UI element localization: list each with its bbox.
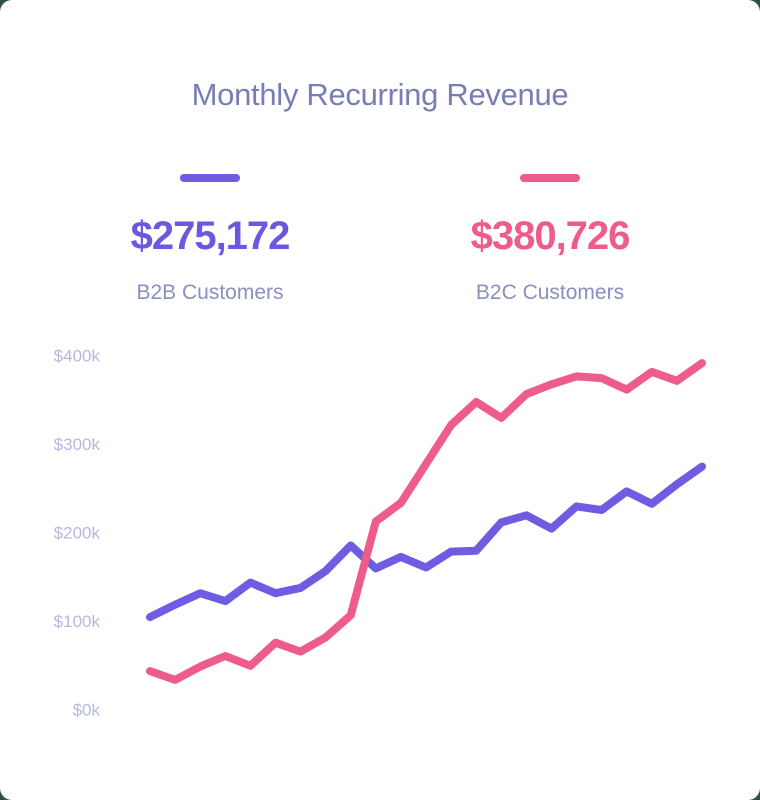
legend-item-b2c: $380,726 B2C Customers bbox=[380, 169, 720, 305]
b2c-series-label: B2C Customers bbox=[475, 281, 625, 304]
y-axis-tick-label: $0k bbox=[73, 701, 101, 720]
b2b-line bbox=[146, 462, 706, 622]
legend-item-b2b: $275,172 B2B Customers bbox=[40, 169, 380, 305]
y-axis-tick-label: $300k bbox=[54, 435, 101, 454]
b2c-line bbox=[146, 359, 706, 684]
y-axis-tick-label: $400k bbox=[54, 347, 101, 366]
b2c-current-value: $380,726 bbox=[470, 214, 631, 258]
y-axis-tick-label: $100k bbox=[54, 612, 101, 631]
chart-legend: $275,172 B2B Customers $380,726 B2C Cust… bbox=[0, 169, 760, 305]
chart-title: Monthly Recurring Revenue bbox=[191, 77, 569, 112]
b2c-series-swatch bbox=[520, 174, 580, 182]
y-axis-tick-label: $200k bbox=[54, 524, 101, 543]
b2b-series-label: B2B Customers bbox=[136, 281, 284, 304]
b2b-current-value: $275,172 bbox=[130, 214, 291, 258]
b2b-series-swatch bbox=[180, 174, 240, 182]
